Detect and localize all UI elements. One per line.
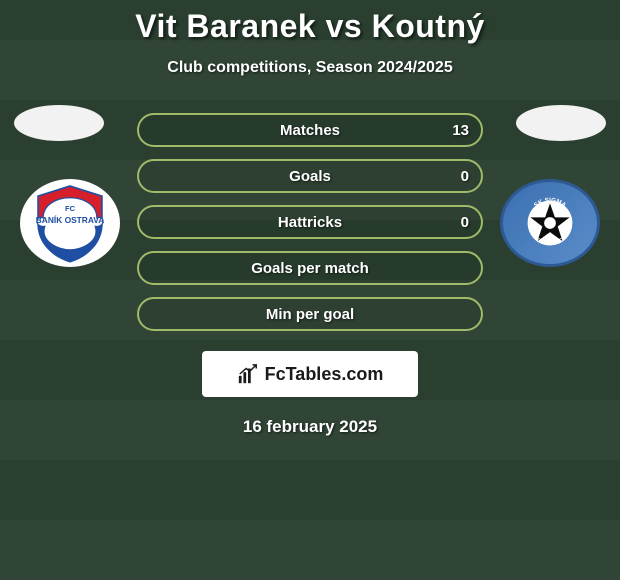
stat-label: Min per goal [266, 306, 354, 323]
brand-box: FcTables.com [202, 351, 418, 397]
stat-right-value: 0 [461, 168, 469, 185]
stat-label: Hattricks [278, 214, 342, 231]
stat-row-matches: Matches 13 [137, 113, 483, 147]
page-title: Vit Baranek vs Koutný [0, 8, 620, 45]
stat-row-goals-per-match: Goals per match [137, 251, 483, 285]
stat-right-value: 13 [452, 122, 469, 139]
infographic-container: Vit Baranek vs Koutný Club competitions,… [0, 0, 620, 580]
stat-label: Goals [289, 168, 331, 185]
stat-label: Matches [280, 122, 340, 139]
club-badge-right: SK SIGMA OLOMOUC [500, 179, 600, 267]
bar-chart-arrow-icon [237, 363, 259, 385]
stat-right-value: 0 [461, 214, 469, 231]
sigma-crest-icon: SK SIGMA OLOMOUC [515, 188, 585, 258]
stats-panel: Matches 13 Goals 0 Hattricks 0 Goals per… [137, 113, 483, 331]
player-photo-left [14, 105, 104, 141]
svg-text:FC: FC [65, 204, 76, 213]
club-badge-left: BANÍK OSTRAVA FC [20, 179, 120, 267]
page-subtitle: Club competitions, Season 2024/2025 [0, 59, 620, 77]
stat-row-min-per-goal: Min per goal [137, 297, 483, 331]
brand-text: FcTables.com [265, 364, 384, 385]
stat-row-goals: Goals 0 [137, 159, 483, 193]
stat-row-hattricks: Hattricks 0 [137, 205, 483, 239]
stat-label: Goals per match [251, 260, 369, 277]
main-area: BANÍK OSTRAVA FC SK SIGMA OLOMOUC Matche… [0, 113, 620, 437]
date-text: 16 february 2025 [0, 417, 620, 437]
banik-crest-icon: BANÍK OSTRAVA FC [28, 181, 112, 265]
svg-text:BANÍK OSTRAVA: BANÍK OSTRAVA [36, 214, 105, 225]
player-photo-right [516, 105, 606, 141]
